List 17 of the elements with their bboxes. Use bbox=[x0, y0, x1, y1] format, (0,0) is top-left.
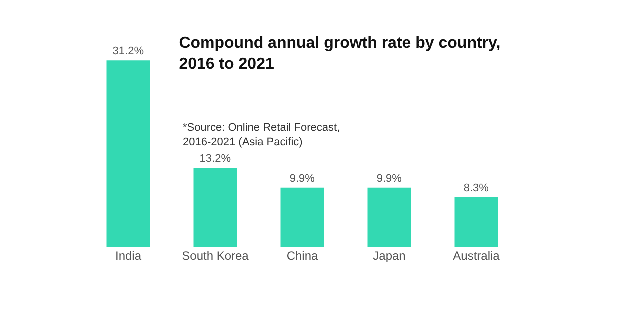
x-tick-label: Australia bbox=[453, 249, 500, 263]
chart-title: Compound annual growth rate by country, 2016 to 2021 bbox=[179, 35, 501, 73]
bar bbox=[194, 168, 238, 247]
bar bbox=[280, 188, 324, 247]
x-tick-label: India bbox=[115, 249, 142, 263]
bar bbox=[454, 197, 498, 247]
data-label: 9.9% bbox=[290, 172, 316, 185]
x-tick-label: Japan bbox=[373, 249, 406, 263]
annotation: *Source: Online Retail Forecast, 2016-2021 (Asia Pacific) bbox=[183, 122, 340, 148]
data-label: 9.9% bbox=[376, 172, 402, 185]
bar bbox=[368, 188, 412, 247]
x-tick-label: South Korea bbox=[182, 249, 250, 263]
x-tick-label: China bbox=[286, 249, 318, 263]
data-label: 8.3% bbox=[464, 182, 490, 194]
bar bbox=[106, 60, 150, 247]
data-label: 31.2% bbox=[112, 46, 144, 58]
data-label: 13.2% bbox=[200, 153, 232, 166]
